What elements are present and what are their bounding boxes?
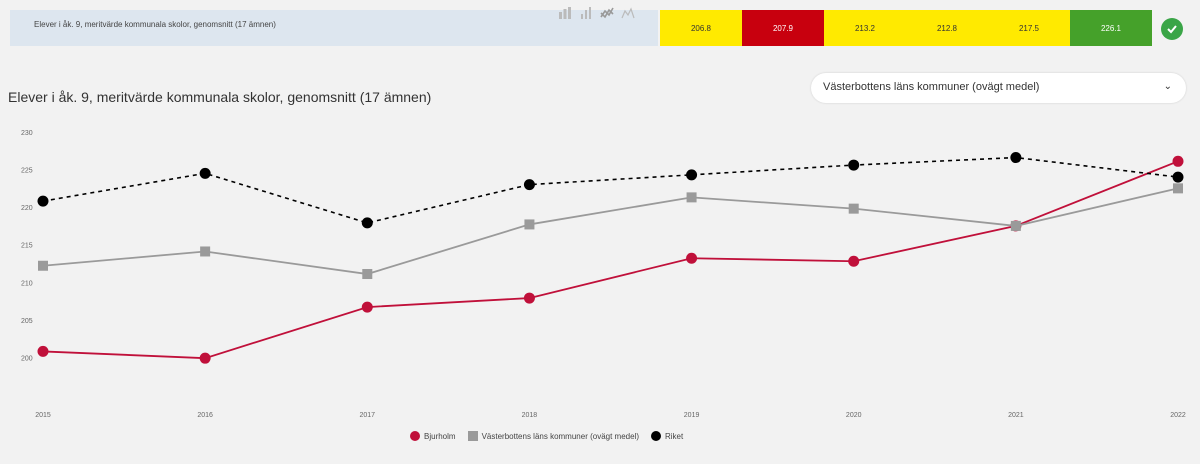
column-chart-icon[interactable]: [579, 6, 593, 20]
chart-title: Elever i åk. 9, meritvärde kommunala sko…: [8, 89, 432, 105]
x-tick-label: 2016: [197, 412, 213, 419]
data-point: [199, 352, 211, 364]
x-tick-label: 2015: [35, 412, 51, 419]
chart-legend: Bjurholm Västerbottens läns kommuner (ovä…: [410, 431, 683, 441]
bar-chart-icon[interactable]: [558, 6, 572, 20]
value-cells: 206.8 207.9 213.2 212.8 217.5 226.1: [660, 10, 1152, 46]
y-tick-label: 205: [21, 318, 33, 325]
value-cell[interactable]: 206.8: [660, 10, 742, 46]
legend-marker: [410, 431, 420, 441]
y-tick-label: 215: [21, 243, 33, 250]
data-point-square: [524, 219, 535, 230]
data-point: [199, 167, 211, 179]
data-point: [686, 169, 698, 181]
data-point-square: [362, 269, 373, 280]
x-tick-label: 2020: [846, 412, 862, 419]
data-point-square: [38, 260, 48, 271]
x-tick-label: 2018: [522, 412, 538, 419]
indicator-bar: Elever i åk. 9, meritvärde kommunala sko…: [0, 0, 1200, 50]
y-tick-label: 200: [21, 355, 33, 362]
legend-item[interactable]: Västerbottens läns kommuner (ovägt medel…: [467, 431, 639, 441]
data-point: [37, 345, 49, 357]
data-point-square: [1010, 220, 1021, 231]
legend-item[interactable]: Riket: [650, 431, 684, 441]
data-point: [848, 159, 860, 171]
x-tick-label: 2021: [1008, 412, 1024, 419]
data-point-square: [200, 246, 211, 257]
data-point: [686, 252, 698, 264]
data-point: [523, 179, 535, 191]
check-icon: [1161, 18, 1183, 40]
data-point-square: [686, 192, 697, 203]
series-line: [42, 160, 1179, 360]
legend-item[interactable]: Bjurholm: [410, 431, 456, 441]
value-cell[interactable]: 217.5: [988, 10, 1070, 46]
y-tick-label: 220: [21, 205, 33, 212]
data-point: [1010, 152, 1022, 164]
value-cell[interactable]: 226.1: [1070, 10, 1152, 46]
legend-label: Riket: [664, 431, 684, 441]
data-point: [1172, 155, 1184, 167]
data-point: [1172, 171, 1184, 183]
legend-label: Västerbottens läns kommuner (ovägt medel…: [481, 431, 639, 441]
x-tick-label: 2019: [684, 412, 700, 419]
chart-type-icons: [558, 6, 635, 20]
value-cell[interactable]: 213.2: [824, 10, 906, 46]
y-tick-label: 210: [21, 280, 33, 287]
x-tick-label: 2022: [1170, 412, 1186, 419]
series-line: [42, 187, 1179, 275]
legend-label: Bjurholm: [424, 431, 456, 441]
legend-marker: [467, 431, 478, 441]
data-point: [523, 292, 535, 304]
data-point: [361, 217, 373, 229]
line-chart: 200 205 210 215 220 225 230 2015 2016 2017 2018 201…: [21, 130, 1186, 419]
indicator-label: Elever i åk. 9, meritvärde kommunala sko…: [34, 20, 276, 29]
dropdown-selected-label: Västerbottens läns kommuner (ovägt medel…: [823, 81, 1040, 93]
data-point: [37, 195, 49, 207]
value-cell[interactable]: 207.9: [742, 10, 824, 46]
indicator-row[interactable]: Elever i åk. 9, meritvärde kommunala sko…: [10, 10, 658, 46]
chevron-down-icon: ⌄: [1163, 81, 1172, 92]
trend-icon[interactable]: [621, 6, 635, 20]
value-cell[interactable]: 212.8: [906, 10, 988, 46]
data-point: [848, 255, 860, 267]
data-point-square: [848, 203, 859, 214]
series-line: [42, 156, 1179, 224]
data-point: [361, 301, 373, 313]
y-tick-label: 230: [21, 130, 33, 137]
y-tick-label: 225: [21, 168, 33, 175]
x-tick-label: 2017: [359, 412, 375, 419]
data-point-square: [1173, 183, 1183, 194]
legend-marker: [650, 431, 661, 441]
line-chart-icon[interactable]: [600, 6, 614, 20]
comparison-dropdown[interactable]: Västerbottens läns kommuner (ovägt medel…: [811, 73, 1186, 103]
